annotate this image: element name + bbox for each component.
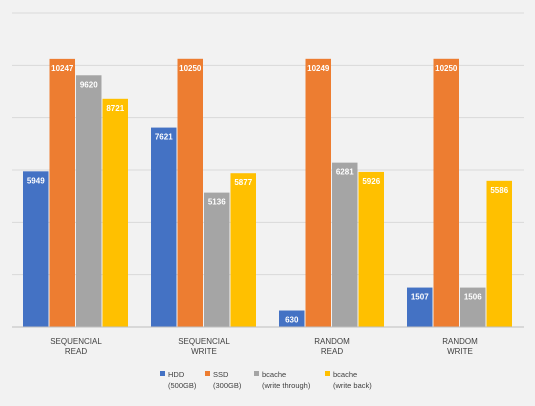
category-label: RANDOM WRITE <box>442 337 478 356</box>
legend-swatch <box>325 371 330 376</box>
legend-label: bcache (write through) <box>262 370 311 390</box>
bar <box>102 98 128 327</box>
bars <box>23 58 512 328</box>
bar <box>177 58 203 328</box>
bar-value-label: 6281 <box>336 168 354 177</box>
bar <box>204 192 230 327</box>
bar-value-label: 8721 <box>106 104 124 113</box>
bar-value-label: 10249 <box>307 64 330 73</box>
bar <box>305 58 331 327</box>
bar-value-label: 10250 <box>435 64 458 73</box>
category-label: SEQUENCIAL WRITE <box>178 337 230 356</box>
bar-value-label: 9620 <box>80 80 98 89</box>
bar-value-label: 10250 <box>179 64 202 73</box>
bar-value-label: 10247 <box>51 64 74 73</box>
category-label: RANDOM READ <box>314 337 350 356</box>
bar <box>230 173 256 327</box>
bar-value-label: 5949 <box>27 176 45 185</box>
bar <box>358 171 384 327</box>
bar <box>151 127 177 327</box>
bar-value-label: 7621 <box>155 133 173 142</box>
bar <box>433 58 459 328</box>
legend-swatch <box>160 371 165 376</box>
bar <box>23 171 49 327</box>
bar-value-label: 1506 <box>464 293 482 302</box>
bar <box>332 162 358 327</box>
bar-value-label: 5926 <box>362 177 380 186</box>
bar-value-label: 5586 <box>490 186 508 195</box>
bar-value-label: 5877 <box>234 178 252 187</box>
bar-value-label: 630 <box>285 316 299 325</box>
bar <box>49 58 75 327</box>
legend-swatch <box>254 371 259 376</box>
bar <box>407 287 433 327</box>
legend-label: bcache (write back) <box>333 370 372 390</box>
bar <box>460 287 486 327</box>
legend-label: HDD (500GB) <box>168 370 197 390</box>
bar-value-label: 1507 <box>411 293 429 302</box>
data-labels: 5949 10247 9620 8721 7621 10250 5136 5877 630 102… <box>27 64 509 325</box>
legend-label: SSD (300GB) <box>213 370 242 390</box>
bar <box>76 75 102 327</box>
category-labels: SEQUENCIAL READ SEQUENCIAL WRITE RANDOM READ R… <box>50 337 478 356</box>
legend-swatch <box>205 371 210 376</box>
bar <box>486 180 512 327</box>
legend: HDD (500GB) SSD (300GB) bcache (write through… <box>160 370 372 390</box>
bar <box>279 310 305 327</box>
category-label: SEQUENCIAL READ <box>50 337 102 356</box>
bar-value-label: 5136 <box>208 198 226 207</box>
